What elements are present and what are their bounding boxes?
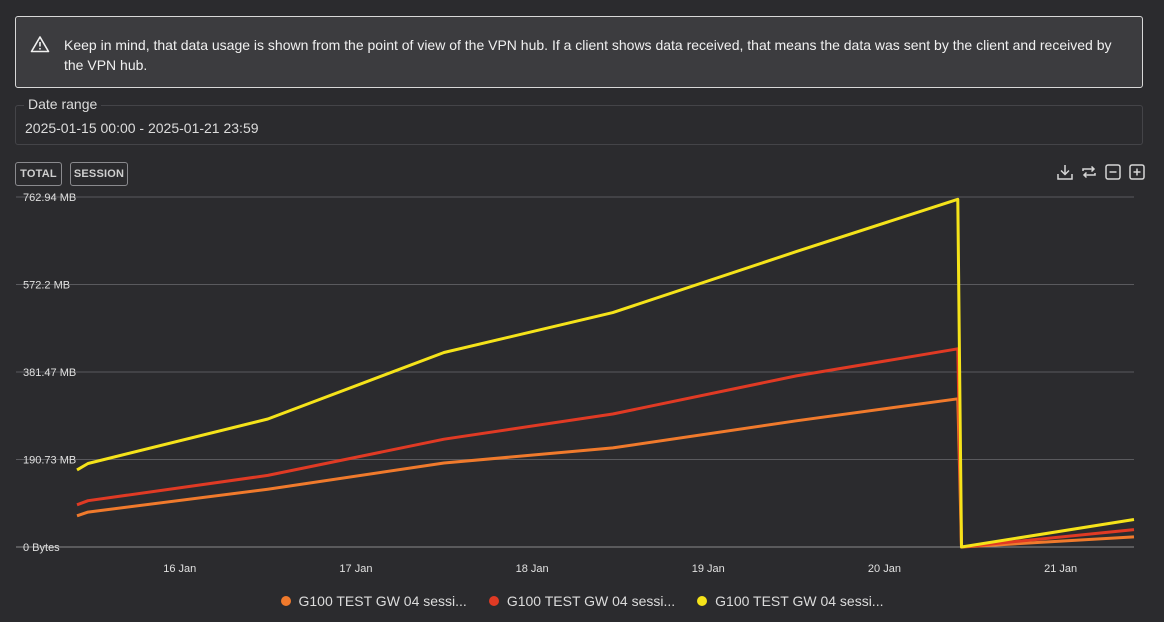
series-line-3 <box>76 197 1135 549</box>
legend-label: G100 TEST GW 04 sessi... <box>506 593 676 609</box>
legend-item-1[interactable]: G100 TEST GW 04 sessi... <box>280 591 467 611</box>
total-button[interactable]: TOTAL <box>15 162 62 186</box>
x-tick-label: 19 Jan <box>692 563 725 575</box>
legend-label: G100 TEST GW 04 sessi... <box>715 593 884 609</box>
legend-item-2[interactable]: G100 TEST GW 04 sessi... <box>488 591 676 611</box>
zoom-out-icon[interactable] <box>1104 163 1122 181</box>
chart-grid <box>16 196 1134 548</box>
legend-label: G100 TEST GW 04 sessi... <box>298 593 467 609</box>
y-tick-label: 190.73 MB <box>23 455 76 467</box>
y-tick-label: 572.2 MB <box>23 280 70 292</box>
chart-legend: G100 TEST GW 04 sessi... G100 TEST GW 04 … <box>0 591 1164 611</box>
x-axis-ticks: 16 Jan 17 Jan 18 Jan 19 Jan 20 Jan 21 Jan <box>163 563 1077 575</box>
data-usage-chart: 0 Bytes 190.73 MB 381.47 MB 572.2 MB 762.94 … <box>16 192 1135 575</box>
session-button[interactable]: SESSION <box>70 162 128 186</box>
legend-marker <box>280 596 291 606</box>
legend-item-3[interactable]: G100 TEST GW 04 sessi... <box>697 591 883 611</box>
legend-marker <box>488 596 499 606</box>
date-range-label: Date range <box>24 96 102 112</box>
reset-icon[interactable] <box>1080 163 1098 181</box>
legend-marker <box>697 596 708 606</box>
y-tick-label: 0 Bytes <box>23 542 60 554</box>
notice-text: Keep in mind, that data usage is shown f… <box>64 37 1112 73</box>
date-range-field[interactable]: Date range 2025-01-15 00:00 - 2025-01-21… <box>15 96 1143 145</box>
y-tick-label: 381.47 MB <box>23 367 76 379</box>
warning-icon <box>30 36 50 53</box>
y-tick-label: 762.94 MB <box>23 192 76 204</box>
date-range-value[interactable]: 2025-01-15 00:00 - 2025-01-21 23:59 <box>25 120 259 136</box>
download-icon[interactable] <box>1056 163 1074 181</box>
series-line-1 <box>76 397 1135 549</box>
info-notice: Keep in mind, that data usage is shown f… <box>15 16 1143 88</box>
x-tick-label: 16 Jan <box>163 563 196 575</box>
x-tick-label: 21 Jan <box>1044 563 1077 575</box>
y-axis-ticks: 0 Bytes 190.73 MB 381.47 MB 572.2 MB 762.94 … <box>23 192 76 554</box>
x-tick-label: 18 Jan <box>516 563 549 575</box>
x-tick-label: 20 Jan <box>868 563 901 575</box>
chart-series <box>76 197 1135 549</box>
zoom-in-icon[interactable] <box>1128 163 1146 181</box>
x-tick-label: 17 Jan <box>339 563 372 575</box>
